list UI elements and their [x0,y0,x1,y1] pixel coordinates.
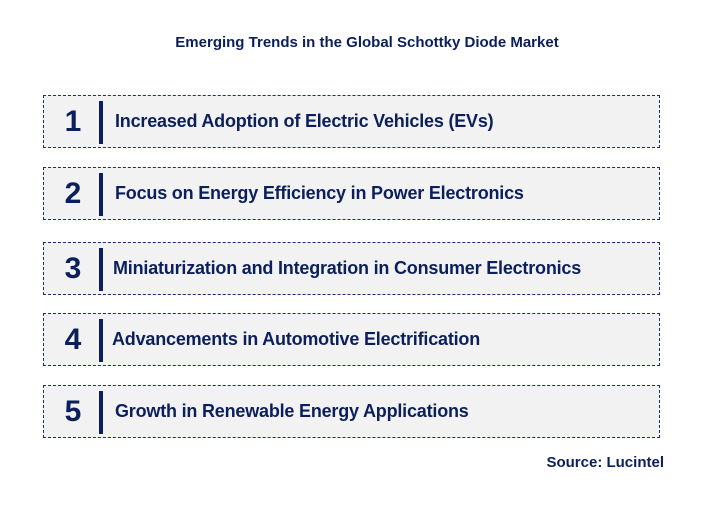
divider-bar [99,319,103,362]
trend-label: Growth in Renewable Energy Applications [115,401,469,421]
divider-bar [99,248,103,291]
trend-label: Increased Adoption of Electric Vehicles … [115,111,494,131]
trend-number: 4 [64,322,82,356]
trend-item-5: 5 Growth in Renewable Energy Application… [43,385,660,438]
divider-bar [99,173,103,216]
trend-number: 5 [64,394,82,428]
trend-label: Focus on Energy Efficiency in Power Elec… [115,183,524,203]
trend-item-4: 4 Advancements in Automotive Electrifica… [43,313,660,366]
trend-item-1: 1 Increased Adoption of Electric Vehicle… [43,95,660,148]
divider-bar [99,101,103,144]
trend-label: Miniaturization and Integration in Consu… [113,258,582,278]
source-credit: Source: Lucintel [546,454,664,471]
trend-number: 3 [64,251,82,285]
trend-item-3: 3 Miniaturization and Integration in Con… [43,242,660,295]
trend-number: 2 [64,176,82,210]
trend-label: Advancements in Automotive Electrificati… [112,329,481,349]
trend-item-2: 2 Focus on Energy Efficiency in Power El… [43,167,660,220]
divider-bar [99,391,103,434]
trend-number: 1 [64,104,82,138]
diagram-title: Emerging Trends in the Global Schottky D… [175,34,559,51]
